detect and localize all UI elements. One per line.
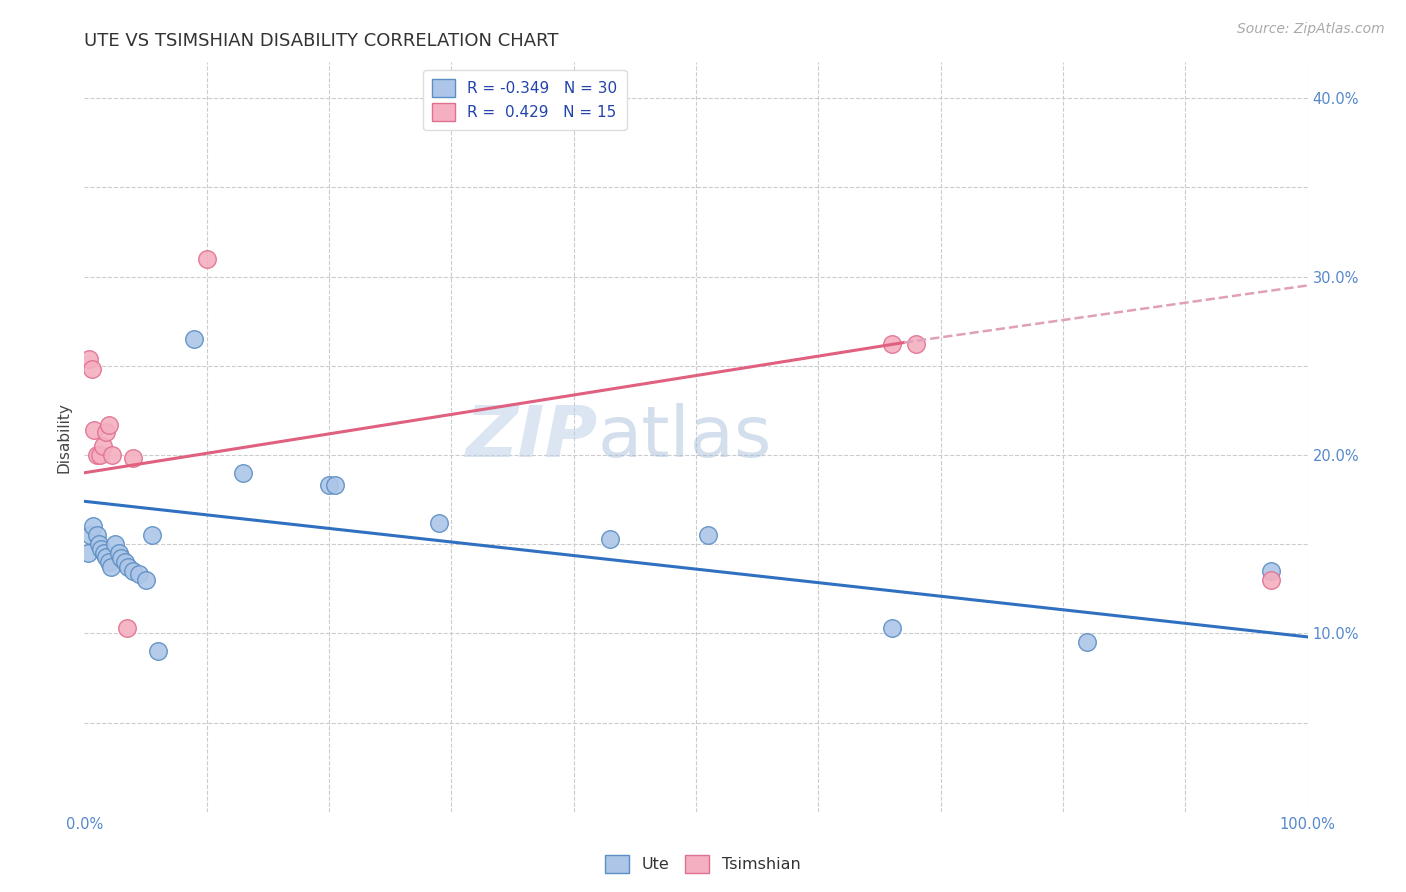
Point (427, 516, 450, 530)
Point (97, 417, 120, 432)
Point (80, 362, 103, 376)
Point (880, 337, 903, 351)
Point (79, 528, 101, 542)
Text: ZIP: ZIP (465, 402, 598, 472)
Point (86, 528, 108, 542)
Legend: R = -0.349   N = 30, R =  0.429   N = 15: R = -0.349 N = 30, R = 0.429 N = 15 (423, 70, 627, 130)
Point (128, 567, 150, 582)
Point (104, 537, 127, 551)
Point (183, 332, 205, 346)
Point (323, 478, 346, 492)
Point (599, 532, 621, 546)
Text: Source: ZipAtlas.com: Source: ZipAtlas.com (1237, 22, 1385, 37)
Point (93, 546, 115, 560)
Point (195, 252, 218, 266)
Point (117, 560, 139, 574)
Point (77, 546, 100, 560)
Point (90, 542, 112, 557)
Point (97, 555, 120, 569)
Point (100, 560, 122, 574)
Point (115, 621, 138, 635)
Point (96, 549, 118, 564)
Point (697, 528, 720, 542)
Point (86, 448, 108, 462)
Point (77, 351, 100, 366)
Point (107, 546, 129, 560)
Point (146, 644, 169, 658)
Point (1260, 564, 1282, 578)
Point (89, 448, 111, 462)
Legend: Ute, Tsimshian: Ute, Tsimshian (599, 848, 807, 880)
Text: UTE VS TSIMSHIAN DISABILITY CORRELATION CHART: UTE VS TSIMSHIAN DISABILITY CORRELATION … (84, 32, 558, 50)
Point (91, 439, 114, 453)
Point (141, 528, 163, 542)
Point (110, 551, 132, 566)
Point (318, 478, 340, 492)
Point (880, 621, 903, 635)
Point (122, 564, 145, 578)
Y-axis label: Disability: Disability (56, 401, 72, 473)
Point (905, 337, 928, 351)
Point (83, 423, 105, 437)
Point (114, 555, 136, 569)
Text: atlas: atlas (598, 402, 772, 472)
Point (82, 519, 104, 533)
Point (96, 425, 118, 439)
Point (87, 537, 110, 551)
Point (101, 448, 124, 462)
Point (1260, 573, 1282, 587)
Point (1076, 635, 1098, 649)
Point (135, 573, 157, 587)
Point (232, 466, 254, 480)
Point (122, 451, 145, 466)
